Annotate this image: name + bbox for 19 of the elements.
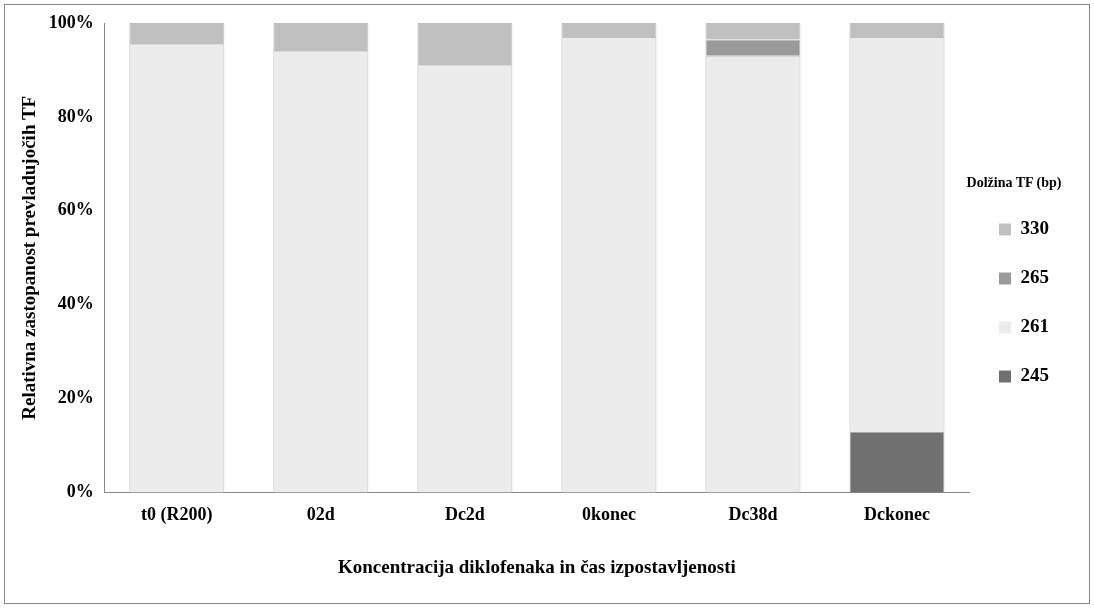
- y-tick-label: 40%: [57, 293, 94, 314]
- x-tick-label: Dckonec: [863, 504, 930, 525]
- y-tick-label: 20%: [57, 387, 94, 408]
- x-axis-title: Koncentracija diklofenaka in čas izpostavljenosti: [337, 555, 736, 577]
- legend-label: 265: [1020, 266, 1049, 288]
- x-tick-label: 02d: [306, 504, 335, 525]
- legend-label: 261: [1020, 315, 1049, 337]
- y-tick-label: 80%: [57, 105, 94, 126]
- y-tick-label: 60%: [57, 199, 94, 220]
- legend-title: Dolžina TF (bp): [966, 174, 1062, 191]
- x-tick-label: 0konec: [581, 504, 636, 525]
- legend-label: 330: [1020, 217, 1049, 239]
- y-tick-label: 0%: [66, 481, 94, 502]
- x-tick-label: Dc38d: [728, 504, 778, 525]
- y-tick-label: 100%: [48, 11, 94, 32]
- legend-label: 245: [1020, 364, 1049, 386]
- x-tick-label: t0 (R200): [141, 504, 213, 526]
- y-axis-title: Relativna zastopanost prevladujočih TF: [18, 95, 40, 420]
- x-tick-label: Dc2d: [444, 504, 485, 525]
